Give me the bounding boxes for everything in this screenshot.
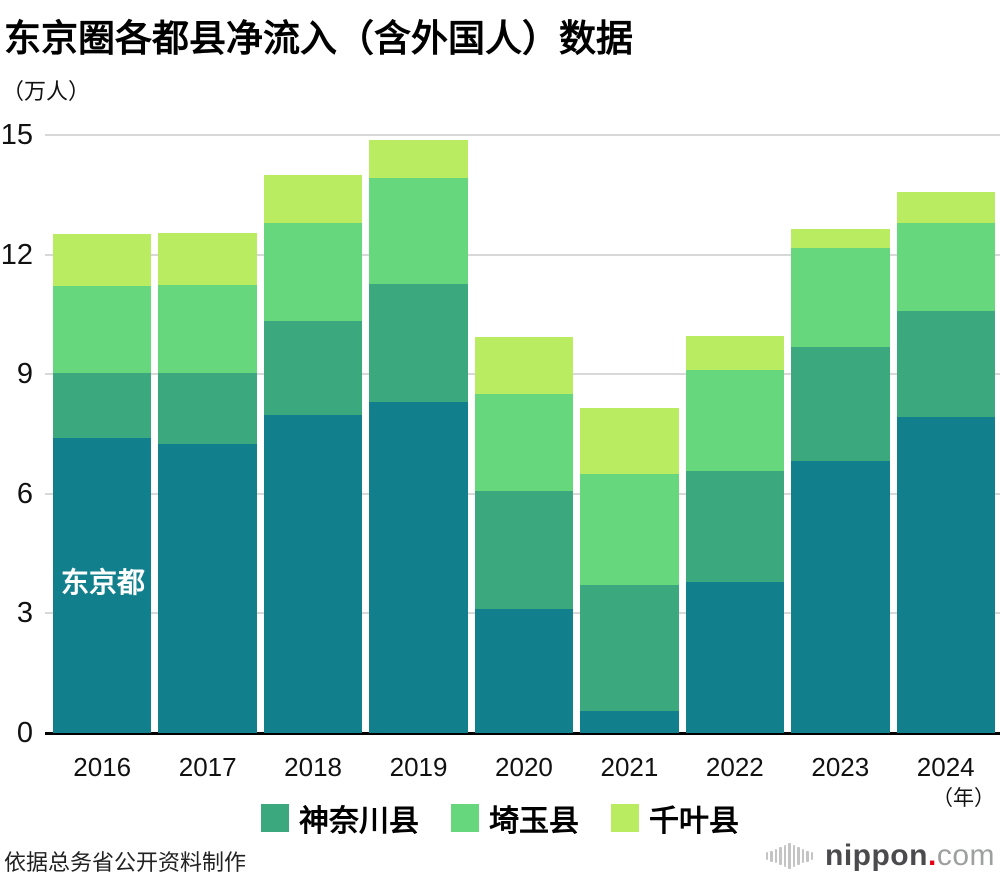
bar-2019 — [369, 135, 468, 733]
bar-segment-2017-东京都 — [158, 444, 257, 733]
y-axis-label-12: 12 — [0, 238, 33, 271]
bar-segment-2022-埼玉县 — [685, 370, 785, 472]
legend-swatch-千叶县 — [611, 804, 639, 832]
legend-item-神奈川县: 神奈川县 — [261, 796, 419, 840]
gridline-15 — [45, 134, 1000, 136]
soundwave-bar-5 — [788, 843, 791, 869]
x-axis-suffix-label: （年） — [932, 787, 995, 810]
legend-item-埼玉县: 埼玉县 — [451, 796, 579, 840]
gridline-12 — [45, 253, 1000, 256]
bar-segment-2020-神奈川县 — [474, 491, 574, 610]
legend-swatch-埼玉县 — [451, 804, 479, 832]
soundwave-bar-10 — [810, 852, 813, 860]
bar-2017 — [158, 135, 257, 733]
bar-segment-2019-东京都 — [369, 402, 468, 733]
bar-segment-2018-神奈川县 — [263, 321, 363, 415]
x-axis-label-2024: 2024 — [916, 752, 975, 782]
legend: 神奈川县 埼玉县 千叶县 — [0, 796, 1000, 840]
y-axis-label-9: 9 — [16, 358, 33, 391]
x-axis-label-2023: 2023 — [811, 752, 870, 782]
logo-text-nippon: nippon — [825, 839, 928, 872]
soundwave-bar-3 — [779, 847, 782, 865]
y-axis-label-6: 6 — [16, 477, 33, 510]
soundwave-bar-6 — [792, 845, 795, 867]
bar-segment-2019-神奈川县 — [369, 284, 468, 403]
bar-segment-2023-千叶县 — [791, 228, 890, 248]
bar-segment-2024-千叶县 — [896, 191, 995, 223]
source-note: 依据总务省公开资料制作 — [4, 850, 247, 875]
x-axis-label-2022: 2022 — [705, 752, 764, 782]
bar-segment-2017-埼玉县 — [158, 284, 257, 374]
bars-container — [53, 135, 995, 733]
bar-segment-2022-神奈川县 — [685, 471, 785, 582]
bar-segment-2024-东京都 — [896, 416, 995, 733]
soundwave-bar-1 — [770, 850, 773, 862]
bar-annotation-tokyo: 东京都 — [61, 567, 146, 598]
bar-segment-2020-埼玉县 — [474, 394, 574, 492]
x-axis-label-2020: 2020 — [495, 752, 553, 782]
soundwave-bar-2 — [774, 849, 777, 863]
bar-segment-2018-埼玉县 — [263, 222, 363, 322]
bar-segment-2019-埼玉县 — [369, 177, 468, 285]
x-axis-labels: 2016 2017 2018 2019 2020 2021 2022 2023 2024 — [53, 752, 995, 783]
bar-segment-2016-埼玉县 — [53, 286, 152, 374]
bar-segment-2022-千叶县 — [685, 335, 785, 371]
bar-segment-2019-千叶县 — [369, 139, 468, 178]
x-axis-label-2017: 2017 — [178, 752, 237, 782]
x-axis-label-2018: 2018 — [284, 752, 343, 782]
x-axis-line — [45, 732, 1000, 735]
bar-2022 — [685, 135, 785, 733]
bar-2016 — [53, 135, 152, 733]
x-axis-label-2021: 2021 — [600, 752, 659, 782]
bar-segment-2024-神奈川县 — [896, 310, 995, 417]
bar-2024 — [896, 135, 995, 733]
y-axis-label-3: 3 — [16, 597, 33, 630]
bar-segment-2023-神奈川县 — [791, 346, 890, 461]
soundwave-bar-4 — [783, 845, 786, 867]
bar-2021 — [580, 135, 679, 733]
logo-wordmark: nippon. com — [825, 839, 995, 873]
bar-segment-2016-神奈川县 — [53, 373, 152, 438]
legend-label-千叶县: 千叶县 — [649, 805, 739, 838]
legend-label-埼玉县: 埼玉县 — [489, 805, 579, 838]
y-axis-label-15: 15 — [0, 119, 33, 151]
bar-segment-2021-东京都 — [580, 711, 679, 733]
soundwave-bar-8 — [801, 849, 804, 863]
y-axis-unit-label: （万人） — [2, 79, 91, 104]
bar-segment-2021-神奈川县 — [580, 584, 679, 712]
bar-segment-2021-千叶县 — [580, 407, 679, 474]
bar-segment-2023-埼玉县 — [791, 247, 890, 347]
bar-segment-2024-埼玉县 — [896, 222, 995, 311]
bar-segment-2017-神奈川县 — [158, 373, 257, 445]
bar-segment-2018-千叶县 — [263, 174, 363, 223]
logo-red-dot: . — [927, 839, 937, 872]
bar-segment-2023-东京都 — [791, 460, 890, 733]
bar-segment-2016-千叶县 — [53, 233, 152, 287]
x-axis-label-2016: 2016 — [73, 752, 132, 782]
bar-2018 — [263, 135, 363, 733]
soundwave-bar-9 — [806, 850, 809, 862]
soundwave-bar-0 — [765, 852, 768, 860]
chart-title: 东京圈各都县净流入（含外国人）数据 — [4, 18, 633, 59]
bar-2020 — [474, 135, 574, 733]
y-axis-label-0: 0 — [16, 717, 33, 749]
soundwave-bar-7 — [797, 847, 800, 865]
bar-2023 — [791, 135, 890, 733]
legend-label-神奈川县: 神奈川县 — [299, 805, 419, 838]
bar-segment-2016-东京都 — [53, 438, 152, 733]
bar-segment-2022-东京都 — [685, 581, 785, 733]
logo-text-com: com — [936, 839, 995, 872]
soundwave-bars-icon — [765, 842, 813, 870]
nippon-com-logo: nippon. com — [765, 838, 996, 874]
bar-segment-2018-东京都 — [263, 414, 363, 733]
x-axis-label-2019: 2019 — [389, 752, 448, 782]
bar-segment-2020-千叶县 — [474, 337, 574, 395]
bar-segment-2020-东京都 — [474, 609, 574, 733]
bar-segment-2017-千叶县 — [158, 233, 257, 285]
bar-segment-2021-埼玉县 — [580, 473, 679, 585]
legend-item-千叶县: 千叶县 — [611, 796, 739, 840]
legend-swatch-神奈川县 — [261, 804, 289, 832]
